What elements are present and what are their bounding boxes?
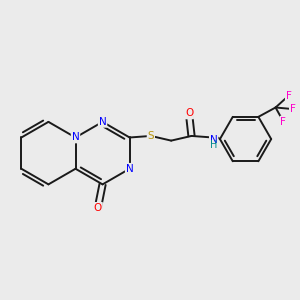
Text: F: F	[290, 104, 296, 114]
Text: S: S	[148, 131, 154, 141]
Text: N: N	[210, 135, 218, 145]
Text: H: H	[210, 140, 218, 150]
Text: N: N	[72, 133, 80, 142]
Text: O: O	[185, 108, 193, 118]
Text: F: F	[280, 117, 286, 127]
Text: N: N	[126, 164, 134, 174]
Text: N: N	[99, 117, 106, 127]
Text: O: O	[94, 203, 102, 213]
Text: F: F	[286, 91, 292, 100]
